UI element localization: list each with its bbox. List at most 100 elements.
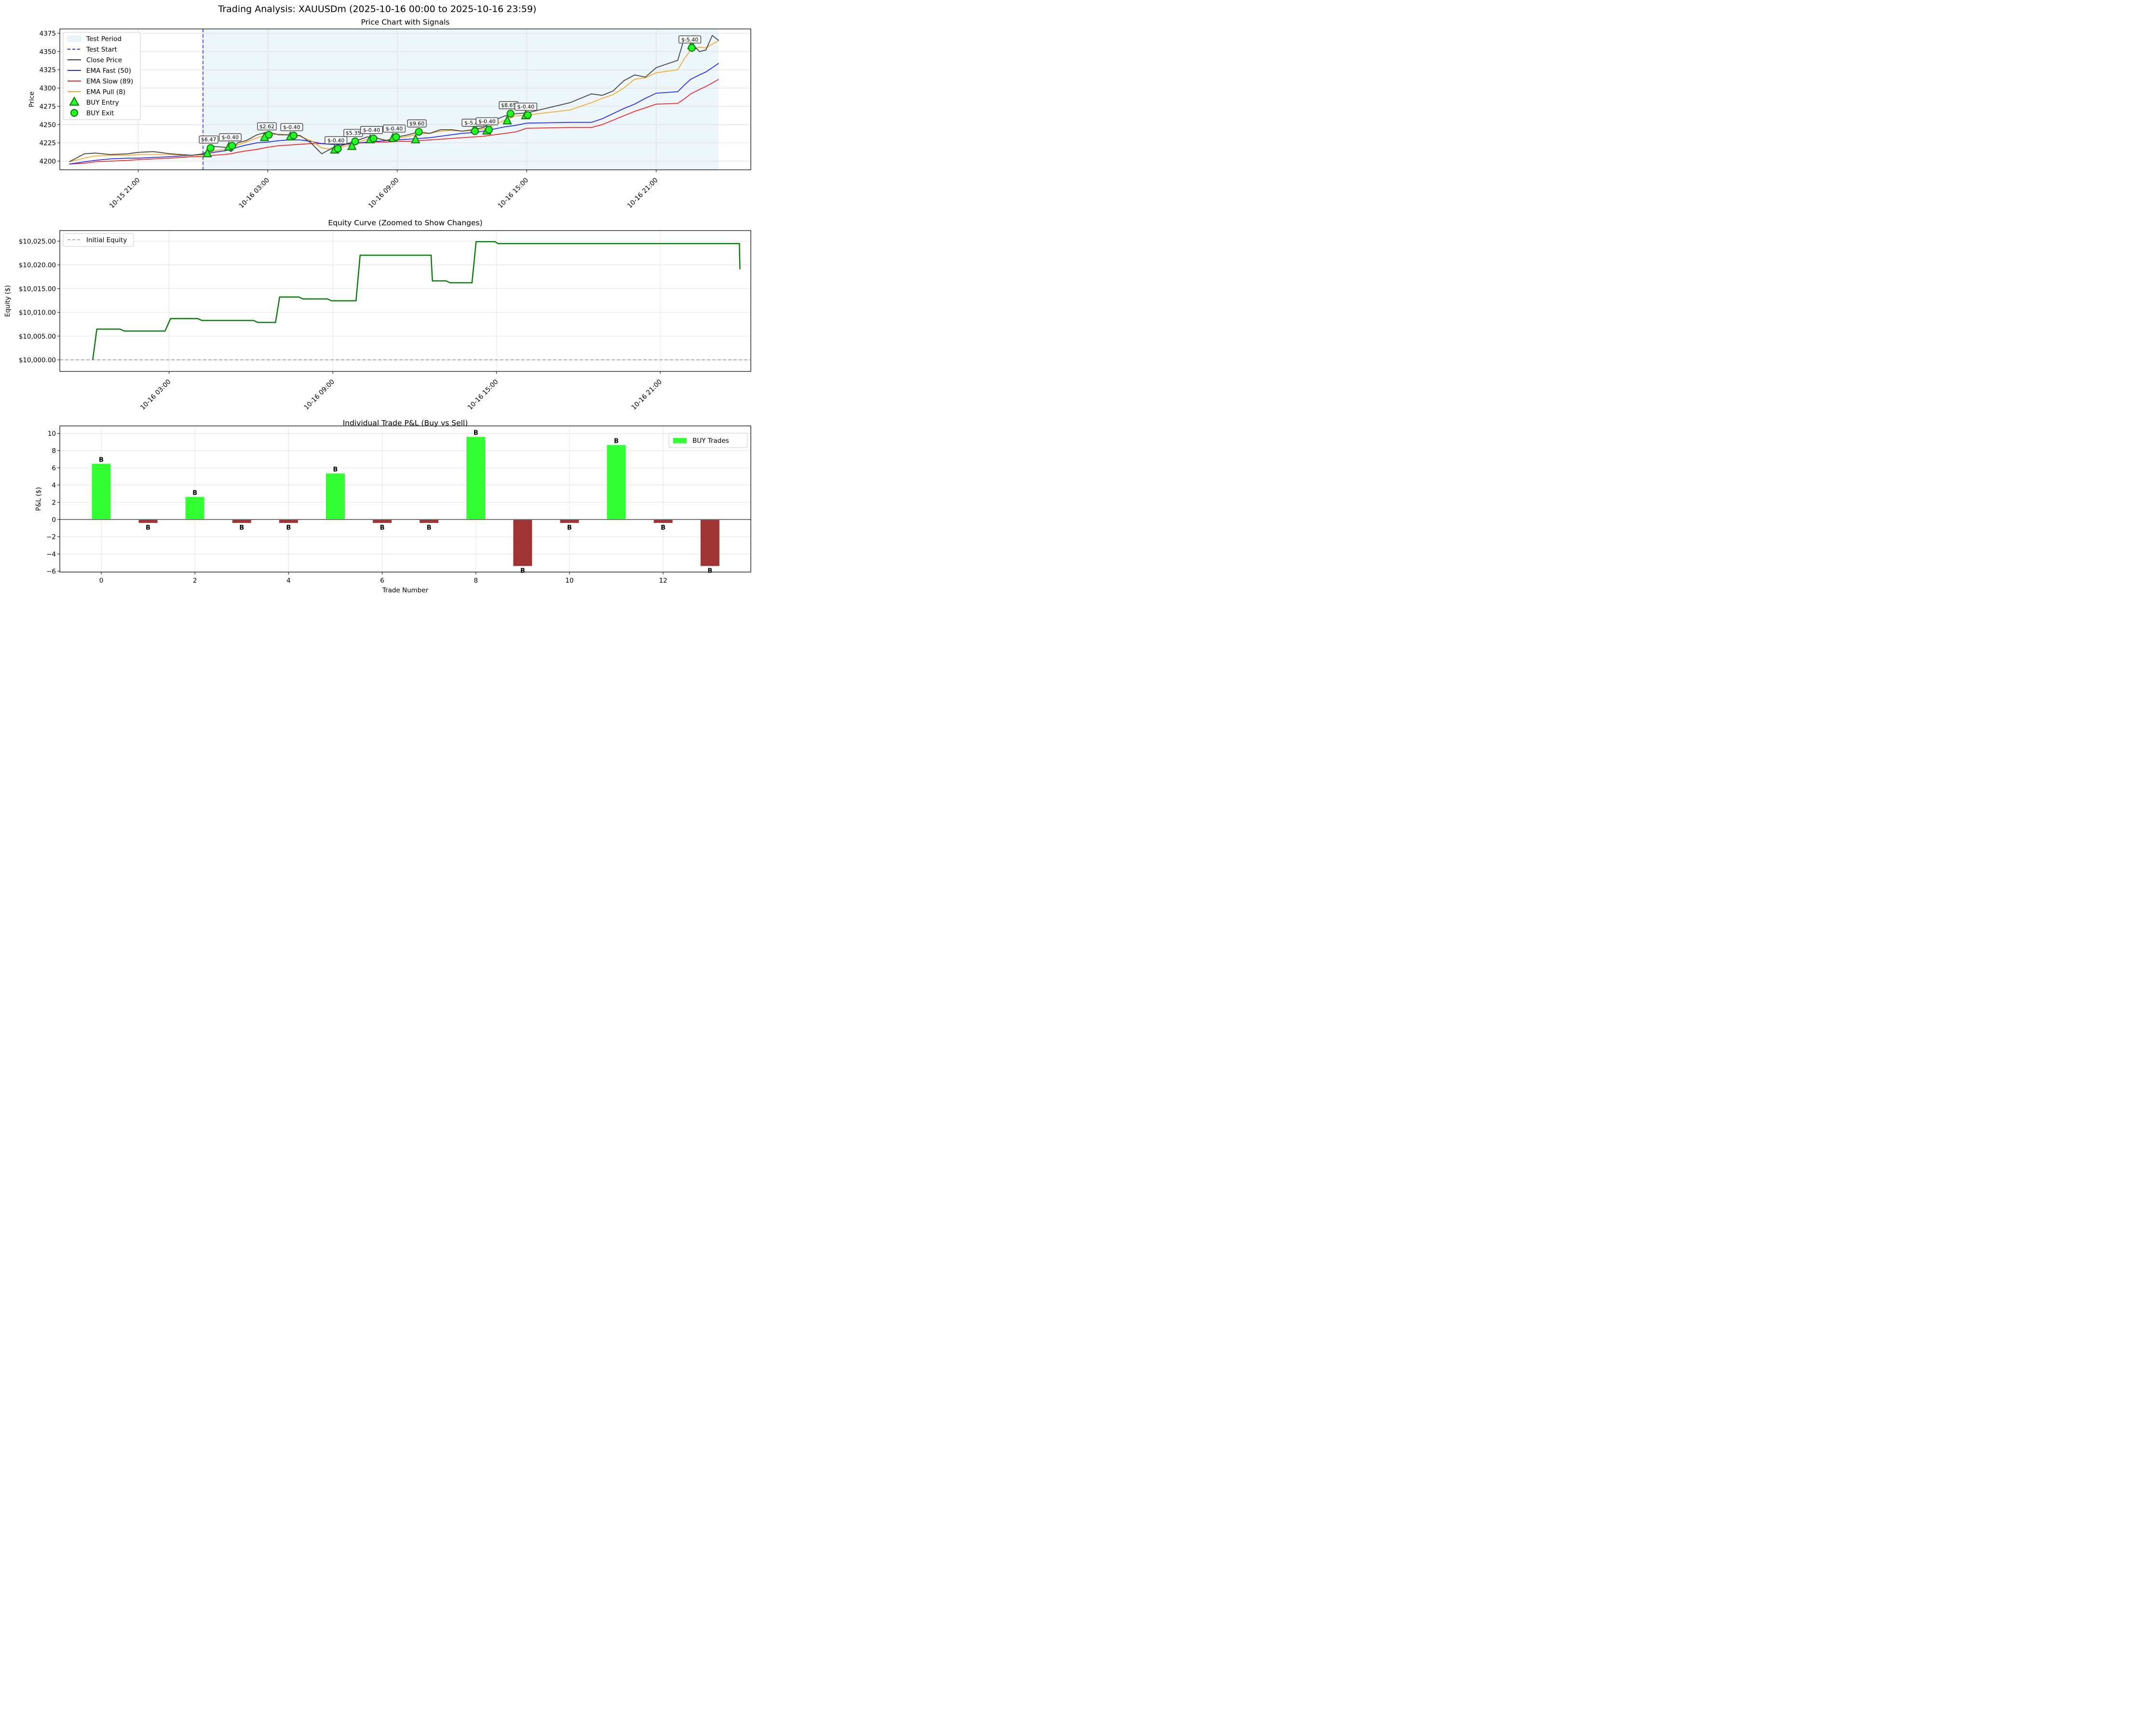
svg-text:$-0.40: $-0.40: [283, 124, 300, 130]
buy-exit-marker: [688, 44, 696, 52]
buy-exit-marker: [524, 111, 532, 119]
y-tick-label: 4250: [40, 121, 56, 129]
bar-label: B: [661, 524, 665, 532]
trade-pnl-annotation: $-5.40: [678, 35, 702, 43]
equity-curve-line: [92, 241, 741, 360]
pnl-bar: [326, 473, 345, 520]
legend-label: EMA Pull (8): [86, 88, 125, 96]
bar-label: B: [520, 567, 525, 574]
buy-entry-marker: [347, 140, 357, 150]
bar-label: B: [474, 430, 478, 437]
svg-text:$-5.40: $-5.40: [681, 37, 698, 43]
svg-text:$2.62: $2.62: [259, 123, 275, 130]
buy-exit-marker: [289, 131, 298, 140]
x-tick-label: 8: [474, 577, 478, 585]
bar-label: B: [99, 457, 104, 464]
buy-exit-marker: [485, 125, 493, 134]
y-axis-label: Price: [28, 92, 36, 108]
buy-exit-marker: [265, 131, 273, 139]
y-tick-label: $10,000.00: [19, 356, 56, 364]
svg-text:$-0.40: $-0.40: [478, 118, 495, 124]
bar-label: B: [239, 524, 244, 532]
y-axis-label: Equity ($): [4, 285, 12, 317]
test-period-region: [203, 29, 719, 170]
svg-text:$-0.40: $-0.40: [517, 104, 534, 110]
x-tick-label: 12: [659, 577, 667, 585]
pnl-bar: [607, 445, 626, 520]
pnl-legend: BUY Trades: [668, 433, 748, 448]
pnl-bar: [700, 520, 719, 566]
figure: Trading Analysis: XAUUSDm (2025-10-16 00…: [0, 0, 755, 598]
buy-exit-marker: [369, 134, 378, 143]
x-tick-label: 10-16 21:00: [630, 378, 664, 412]
axes-frame: [59, 230, 751, 372]
pnl-bar: [279, 520, 298, 523]
trade-pnl-annotation: $2.62: [257, 122, 277, 131]
price-chart-title: Price Chart with Signals: [361, 18, 450, 27]
bar-label: B: [567, 524, 572, 532]
y-tick-label: −6: [46, 568, 56, 575]
svg-text:$9.60: $9.60: [409, 121, 425, 127]
x-tick-label: 4: [286, 577, 291, 585]
pnl-bar: [420, 520, 439, 523]
y-tick-label: −2: [46, 533, 56, 541]
equity-chart: $10,000.00 $10,005.00 $10,010.00 $10,015.00…: [4, 230, 751, 412]
trade-pnl-annotation: $8.65: [499, 101, 518, 109]
trade-pnl-annotation: $-0.40: [360, 126, 383, 134]
bar-label: B: [614, 438, 619, 445]
legend-label: BUY Entry: [86, 99, 119, 107]
y-tick-label: $10,010.00: [19, 309, 56, 317]
trade-pnl-annotation: $-0.40: [475, 117, 499, 125]
equity-legend: Initial Equity: [63, 233, 134, 247]
buy-exit-marker: [506, 109, 515, 118]
buy-exit-marker: [334, 145, 342, 153]
x-tick-label: 10: [565, 577, 573, 585]
buy-exit-marker: [392, 133, 400, 141]
trade-pnl-annotation: $-0.40: [218, 133, 242, 141]
series-close-price: [69, 35, 719, 163]
pnl-bar: [373, 520, 392, 523]
x-tick-label: 6: [380, 577, 384, 585]
legend-label: EMA Fast (50): [86, 67, 131, 75]
bar-label: B: [380, 524, 385, 532]
pnl-bar: [513, 520, 532, 566]
buy-exit-marker: [206, 144, 215, 152]
legend-label: EMA Slow (89): [86, 78, 133, 85]
y-tick-label: 4375: [40, 30, 56, 38]
trade-pnl-annotation: $5.35: [343, 129, 363, 137]
equity-chart-title: Equity Curve (Zoomed to Show Changes): [328, 219, 483, 227]
pnl-chart: −6 −4 −2 0 2 4 6 8 10 0 2 4 6 8 10 12 B B B B B B B B B B B B B B P&L …: [35, 425, 751, 594]
pnl-bar: [185, 497, 204, 520]
pnl-bar: [560, 520, 579, 523]
y-tick-label: 4200: [40, 158, 56, 165]
price-legend: Test Period Test Start Close Price EMA Fast…: [63, 32, 141, 120]
axes-frame: [59, 28, 751, 170]
buy-entry-marker: [203, 148, 212, 157]
trade-pnl-annotation: $-0.40: [383, 124, 406, 133]
trade-pnl-annotation: $-0.40: [325, 136, 348, 144]
bar-label: B: [146, 524, 150, 532]
trade-pnl-annotation: $-0.40: [280, 123, 303, 131]
x-tick-label: 0: [99, 577, 104, 585]
svg-text:$-0.40: $-0.40: [386, 126, 403, 132]
pnl-bar: [92, 464, 111, 520]
y-tick-label: $10,025.00: [19, 238, 56, 246]
bar-label: B: [427, 524, 432, 532]
legend-label: Close Price: [86, 56, 122, 64]
x-tick-label: 10-16 03:00: [139, 378, 173, 412]
buy-entry-marker: [411, 134, 420, 144]
svg-text:$-0.40: $-0.40: [363, 127, 380, 134]
y-tick-label: 4275: [40, 103, 56, 110]
x-tick-label: 10-16 09:00: [302, 378, 336, 412]
y-tick-label: 4: [52, 482, 56, 490]
y-tick-label: $10,015.00: [19, 285, 56, 293]
pnl-bar: [232, 520, 251, 523]
y-axis-label: P&L ($): [35, 487, 42, 511]
buy-exit-marker: [351, 137, 359, 146]
x-tick-label: 10-16 03:00: [237, 177, 271, 210]
y-tick-label: 4225: [40, 139, 56, 147]
buy-entry-marker: [502, 115, 512, 124]
trade-pnl-annotation: $-0.40: [515, 102, 537, 111]
y-tick-label: 4350: [40, 48, 56, 56]
trade-pnl-annotation: $9.60: [407, 119, 427, 128]
